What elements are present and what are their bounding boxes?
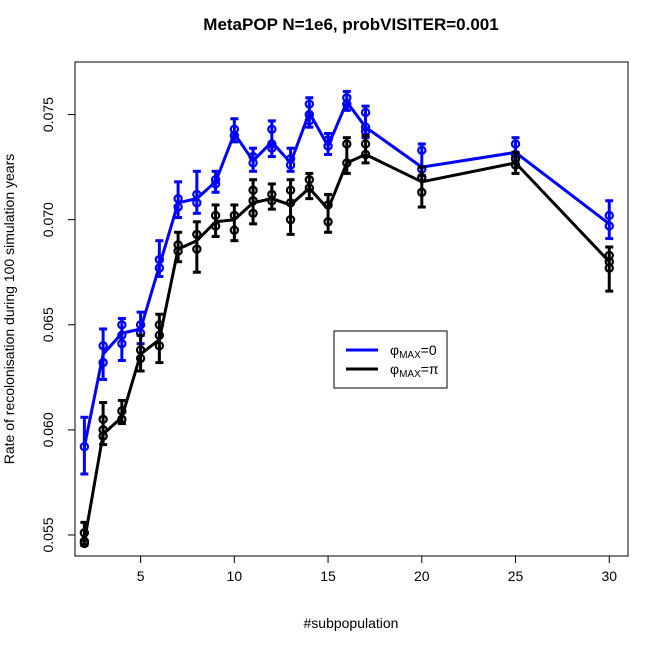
data-point bbox=[154, 263, 165, 273]
series-1 bbox=[79, 89, 614, 476]
data-point bbox=[248, 158, 258, 168]
data-point bbox=[192, 244, 202, 254]
data-point bbox=[98, 431, 108, 441]
data-point bbox=[79, 441, 90, 452]
data-point bbox=[267, 143, 277, 153]
data-point bbox=[285, 185, 296, 195]
data-point bbox=[285, 198, 296, 208]
data-point bbox=[135, 353, 146, 364]
data-point bbox=[173, 246, 183, 256]
data-point bbox=[192, 189, 202, 200]
data-point bbox=[323, 200, 333, 210]
data-point bbox=[117, 330, 127, 340]
series-layer bbox=[79, 89, 614, 549]
data-point bbox=[417, 172, 427, 183]
data-point bbox=[154, 330, 165, 340]
data-point bbox=[98, 414, 108, 425]
data-point bbox=[135, 320, 146, 330]
data-point bbox=[604, 221, 614, 231]
data-point bbox=[248, 196, 258, 206]
data-point bbox=[135, 345, 146, 355]
y-tick-label: 0.075 bbox=[40, 97, 56, 132]
data-point bbox=[360, 107, 371, 118]
y-axis-label: Rate of recolonisation during 100 simula… bbox=[1, 154, 17, 465]
data-point bbox=[267, 196, 277, 206]
data-point bbox=[360, 139, 371, 149]
data-point bbox=[79, 528, 90, 538]
x-tick-label: 10 bbox=[227, 568, 243, 584]
data-point bbox=[342, 139, 352, 149]
legend-label: φMAX=π bbox=[390, 361, 439, 380]
data-point bbox=[117, 406, 127, 416]
data-point bbox=[248, 208, 258, 219]
y-tick-label: 0.070 bbox=[40, 202, 56, 237]
data-point bbox=[154, 254, 165, 265]
y-tick-label: 0.065 bbox=[40, 307, 56, 342]
x-tick-label: 30 bbox=[601, 568, 617, 584]
data-point bbox=[117, 414, 127, 425]
data-point bbox=[417, 145, 427, 155]
data-point bbox=[117, 338, 127, 349]
data-point bbox=[342, 99, 352, 109]
data-point bbox=[98, 357, 108, 368]
data-point bbox=[304, 175, 315, 185]
data-point bbox=[173, 193, 183, 204]
data-point bbox=[173, 202, 183, 212]
data-point bbox=[267, 139, 277, 149]
data-point bbox=[210, 179, 221, 189]
data-point bbox=[98, 341, 108, 351]
data-point bbox=[154, 320, 165, 330]
data-point bbox=[342, 158, 352, 168]
data-point bbox=[510, 139, 521, 149]
data-point bbox=[229, 225, 240, 235]
y-tick-label: 0.055 bbox=[40, 517, 56, 552]
x-tick-label: 15 bbox=[320, 568, 336, 584]
data-point bbox=[304, 183, 315, 193]
legend-box bbox=[333, 330, 448, 389]
data-point bbox=[117, 320, 127, 330]
data-point bbox=[192, 198, 202, 208]
x-tick-label: 5 bbox=[137, 568, 145, 584]
chart-title: MetaPOP N=1e6, probVISITER=0.001 bbox=[203, 15, 498, 34]
x-tick-label: 20 bbox=[414, 568, 430, 584]
data-point bbox=[360, 149, 371, 160]
y-tick-label: 0.060 bbox=[40, 412, 56, 447]
data-point bbox=[360, 122, 371, 132]
data-point bbox=[304, 99, 315, 109]
data-point bbox=[510, 160, 521, 170]
data-point bbox=[229, 210, 240, 221]
data-point bbox=[79, 538, 90, 549]
data-point bbox=[323, 141, 333, 151]
y-axis: 0.055 0.060 0.065 0.070 0.075 bbox=[40, 97, 75, 553]
data-point bbox=[210, 175, 221, 185]
legend-label: φMAX=0 bbox=[390, 342, 437, 361]
data-point bbox=[154, 341, 165, 351]
x-tick-label: 25 bbox=[508, 568, 524, 584]
data-point bbox=[604, 263, 614, 273]
data-point bbox=[304, 116, 315, 126]
data-point bbox=[604, 210, 614, 221]
series-2 bbox=[79, 134, 614, 549]
x-axis-label: #subpopulation bbox=[304, 615, 399, 631]
data-point bbox=[285, 160, 296, 170]
data-point bbox=[210, 221, 221, 231]
data-point bbox=[285, 214, 296, 225]
data-point bbox=[229, 130, 240, 141]
data-point bbox=[323, 217, 333, 227]
x-axis: 5 10 15 20 25 30 bbox=[137, 556, 617, 584]
data-point bbox=[417, 187, 427, 198]
data-point bbox=[248, 185, 258, 195]
plot-frame bbox=[74, 61, 629, 557]
data-point bbox=[210, 210, 221, 221]
data-point bbox=[192, 229, 202, 240]
data-point bbox=[267, 124, 277, 134]
